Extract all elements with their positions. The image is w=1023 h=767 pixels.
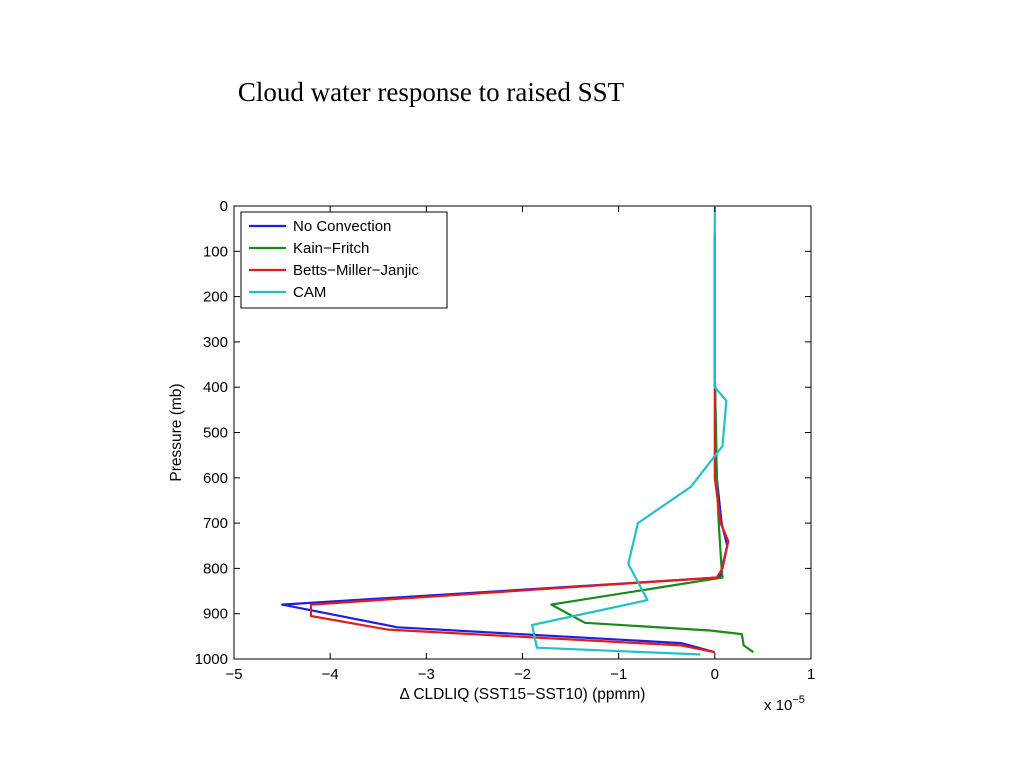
series-line-kain-fritch — [550, 233, 754, 654]
x-axis-label: Δ CLDLIQ (SST15−SST10) (ppmm) — [400, 686, 646, 703]
legend-label: No Convection — [293, 218, 391, 235]
series-line-betts-miller-janjic — [309, 373, 730, 654]
x-axis-multiplier: x 10−5 — [764, 694, 805, 714]
x-tick-label: 1 — [807, 666, 815, 683]
x-axis-multiplier-exponent: −5 — [792, 694, 805, 706]
legend-label: Betts−Miller−Janjic — [293, 262, 419, 279]
series-layer — [281, 206, 754, 656]
y-tick-label: 100 — [203, 243, 228, 260]
y-tick-label: 200 — [203, 289, 228, 306]
y-tick-label: 800 — [203, 560, 228, 577]
x-tick-label: −4 — [322, 666, 339, 683]
y-tick-label: 600 — [203, 470, 228, 487]
y-tick-label: 400 — [203, 379, 228, 396]
y-tick-label: 700 — [203, 515, 228, 532]
y-axis-label: Pressure (mb) — [168, 383, 185, 481]
y-tick-label: 300 — [203, 334, 228, 351]
legend: No Convection Kain−Fritch Betts−Miller−Jan… — [240, 211, 448, 309]
x-tick-label: −5 — [225, 666, 242, 683]
x-axis-multiplier-base: x 10 — [764, 697, 792, 714]
slide-title: Cloud water response to raised SST — [237, 77, 625, 107]
y-tick-label: 0 — [220, 198, 228, 215]
legend-label: CAM — [293, 284, 326, 301]
series-line-cam — [530, 206, 728, 656]
x-tick-label: 0 — [711, 666, 719, 683]
y-tick-label: 900 — [203, 606, 228, 623]
y-tick-label: 1000 — [195, 651, 228, 668]
x-tick-label: −3 — [418, 666, 435, 683]
ticks-layer: −5 −4 −3 −2 −1 0 1 0 100 200 300 400 500 600 700 800 900… — [195, 198, 816, 683]
legend-label: Kain−Fritch — [293, 240, 369, 257]
x-tick-label: −1 — [610, 666, 627, 683]
y-tick-label: 500 — [203, 425, 228, 442]
x-tick-label: −2 — [514, 666, 531, 683]
